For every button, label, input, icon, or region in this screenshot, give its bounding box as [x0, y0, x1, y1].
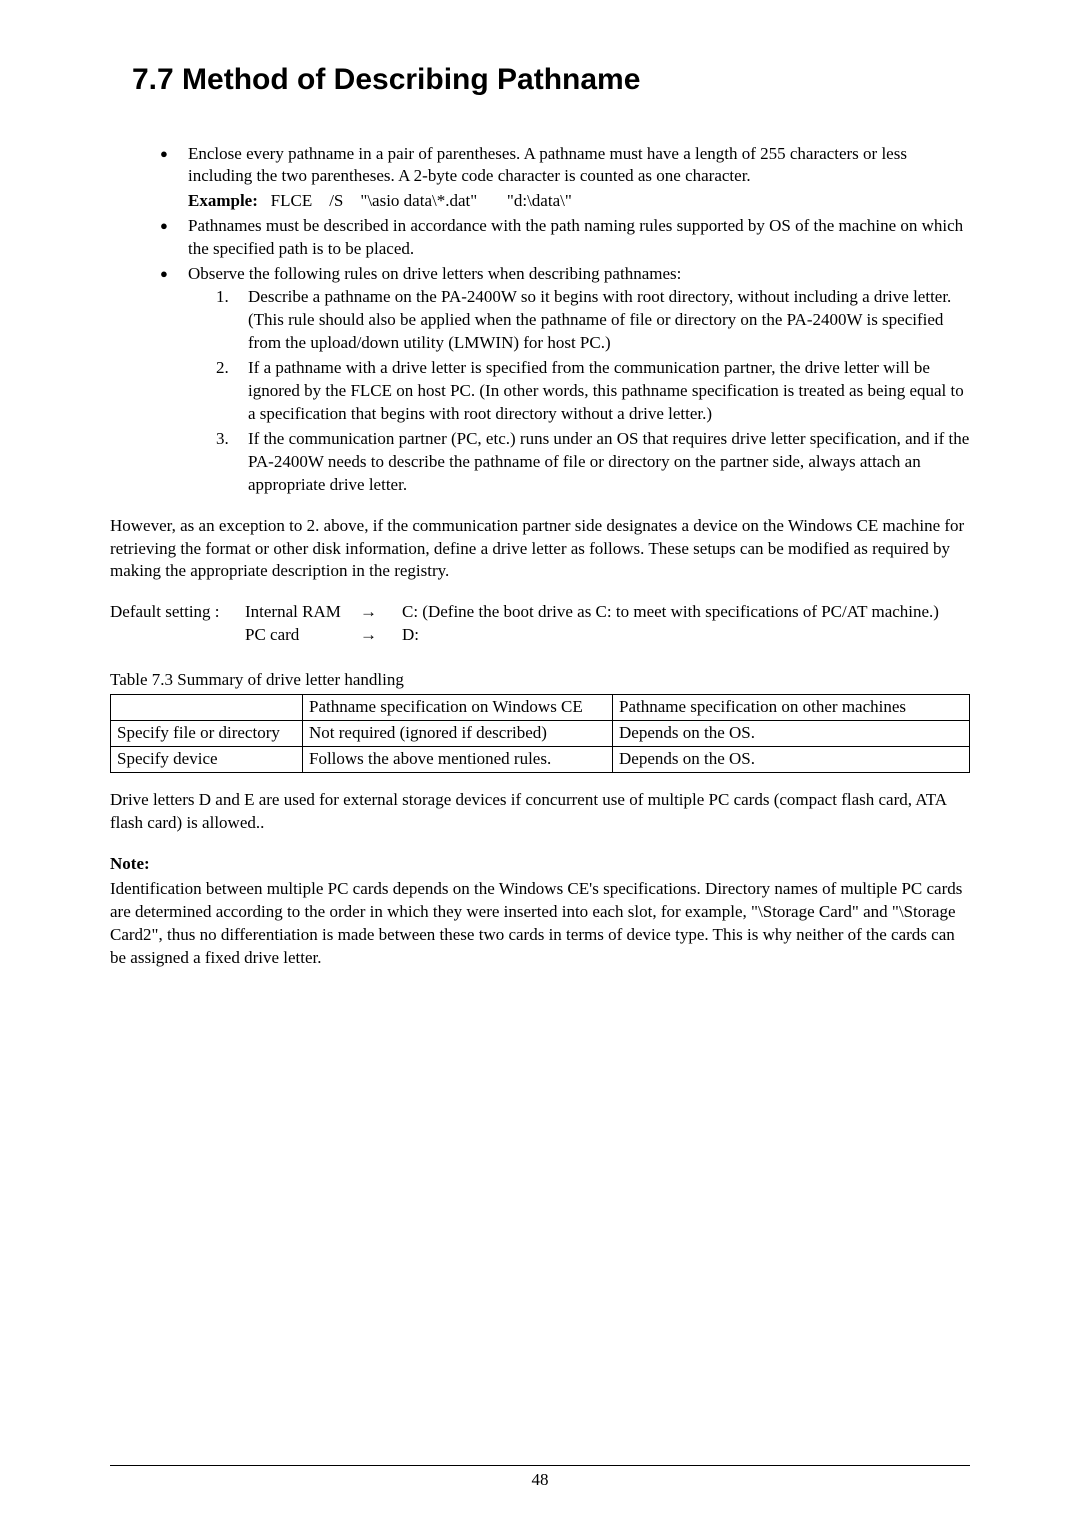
item-text: If a pathname with a drive letter is spe… [248, 358, 964, 423]
example-line: Example: FLCE /S "\asio data\*.dat" "d:\… [188, 190, 970, 213]
default-label: Default setting : [110, 601, 245, 647]
default-destination: D: [402, 624, 939, 647]
default-source: PC card [245, 624, 360, 647]
arrow-icon: → [360, 601, 402, 624]
table-row: Specify device Follows the above mention… [111, 747, 970, 773]
default-row: Internal RAM → C: (Define the boot drive… [245, 601, 939, 624]
bullet-item: Enclose every pathname in a pair of pare… [160, 143, 970, 214]
note-text: Identification between multiple PC cards… [110, 878, 970, 970]
default-setting-block: Default setting : Internal RAM → C: (Def… [110, 601, 970, 647]
table-cell: Follows the above mentioned rules. [303, 747, 613, 773]
example-label: Example: [188, 191, 258, 210]
note-label: Note: [110, 853, 970, 876]
page-number: 48 [0, 1469, 1080, 1492]
table-row: Specify file or directory Not required (… [111, 721, 970, 747]
numbered-item: 3. If the communication partner (PC, etc… [216, 428, 970, 497]
item-number: 3. [216, 428, 229, 451]
numbered-list: 1. Describe a pathname on the PA-2400W s… [216, 286, 970, 496]
table-header-cell: Pathname specification on Windows CE [303, 695, 613, 721]
footer-separator [110, 1465, 970, 1466]
table-header-cell [111, 695, 303, 721]
section-heading: 7.7 Method of Describing Pathname [132, 60, 970, 101]
bullet-item: Pathnames must be described in accordanc… [160, 215, 970, 261]
table-caption: Table 7.3 Summary of drive letter handli… [110, 669, 970, 692]
arrow-icon: → [360, 624, 402, 647]
bullet-text: Enclose every pathname in a pair of pare… [188, 144, 907, 186]
numbered-item: 2. If a pathname with a drive letter is … [216, 357, 970, 426]
bullet-list: Enclose every pathname in a pair of pare… [160, 143, 970, 497]
item-text: If the communication partner (PC, etc.) … [248, 429, 969, 494]
drive-letters-paragraph: Drive letters D and E are used for exter… [110, 789, 970, 835]
table-cell: Specify device [111, 747, 303, 773]
bullet-item: Observe the following rules on drive let… [160, 263, 970, 496]
default-row: PC card → D: [245, 624, 939, 647]
default-destination: C: (Define the boot drive as C: to meet … [402, 601, 939, 624]
table-header-row: Pathname specification on Windows CE Pat… [111, 695, 970, 721]
summary-table: Pathname specification on Windows CE Pat… [110, 694, 970, 773]
table-cell: Depends on the OS. [613, 747, 970, 773]
table-cell: Depends on the OS. [613, 721, 970, 747]
item-number: 2. [216, 357, 229, 380]
table-cell: Not required (ignored if described) [303, 721, 613, 747]
example-text: FLCE /S "\asio data\*.dat" "d:\data\" [258, 191, 572, 210]
bullet-text: Observe the following rules on drive let… [188, 264, 681, 283]
item-text: Describe a pathname on the PA-2400W so i… [248, 287, 951, 352]
item-number: 1. [216, 286, 229, 309]
numbered-item: 1. Describe a pathname on the PA-2400W s… [216, 286, 970, 355]
default-source: Internal RAM [245, 601, 360, 624]
bullet-text: Pathnames must be described in accordanc… [188, 216, 963, 258]
table-cell: Specify file or directory [111, 721, 303, 747]
table-header-cell: Pathname specification on other machines [613, 695, 970, 721]
exception-paragraph: However, as an exception to 2. above, if… [110, 515, 970, 584]
